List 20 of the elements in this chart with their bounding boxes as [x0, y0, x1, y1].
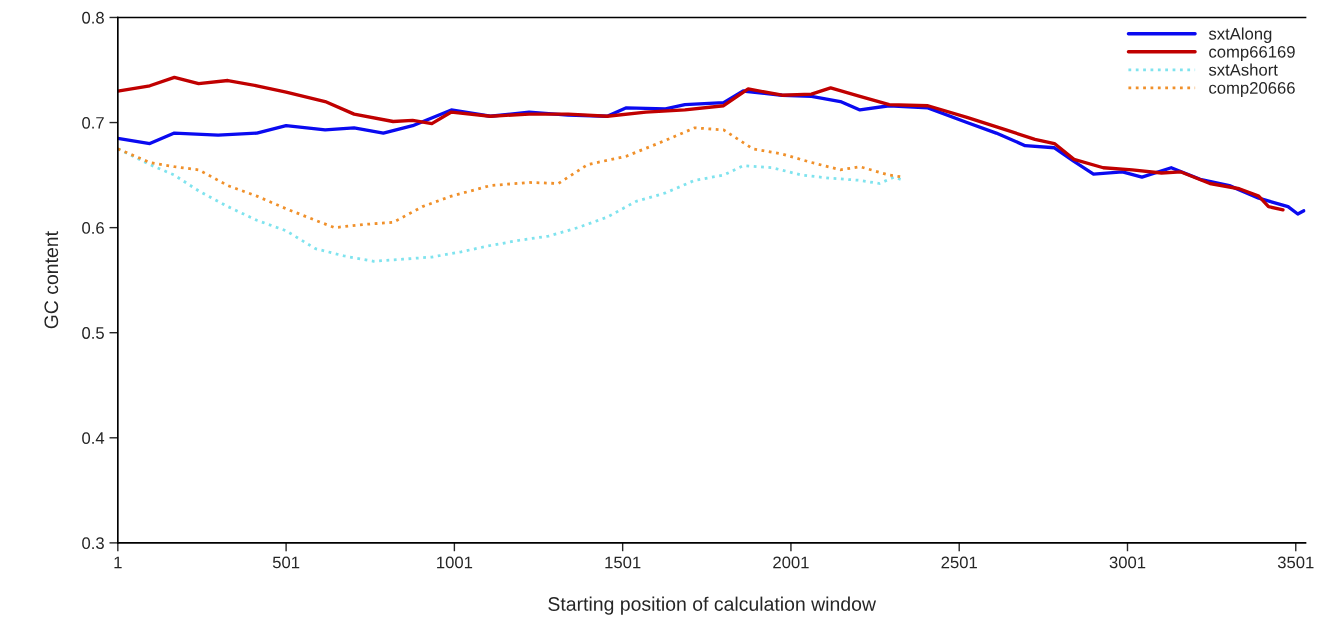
y-tick-label: 0.7 [82, 116, 104, 129]
legend-label: comp20666 [1209, 82, 1295, 98]
y-tick-label: 0.5 [82, 327, 104, 339]
y-axis-title: GC content [44, 231, 59, 329]
legend-label: sxtAshort [1208, 63, 1278, 76]
x-tick-label: 3001 [1109, 556, 1146, 569]
x-tick-label: 1001 [437, 556, 473, 569]
x-axis-title: Starting position of calculation window [548, 596, 877, 615]
x-tick-label: 2501 [941, 556, 977, 569]
x-tick-label: 1501 [605, 556, 641, 569]
legend-label: comp66169 [1209, 45, 1295, 62]
x-tick-label: 2001 [773, 556, 809, 569]
x-tick-label: 3501 [1277, 556, 1314, 569]
legend-label: sxtAlong [1208, 27, 1272, 44]
x-tick-label: 501 [272, 556, 300, 569]
y-tick-label: 0.3 [82, 537, 104, 550]
x-tick-label: 1 [114, 556, 122, 569]
y-tick-label: 0.8 [82, 11, 104, 24]
y-tick-label: 0.4 [82, 432, 105, 444]
y-tick-label: 0.6 [82, 222, 104, 234]
